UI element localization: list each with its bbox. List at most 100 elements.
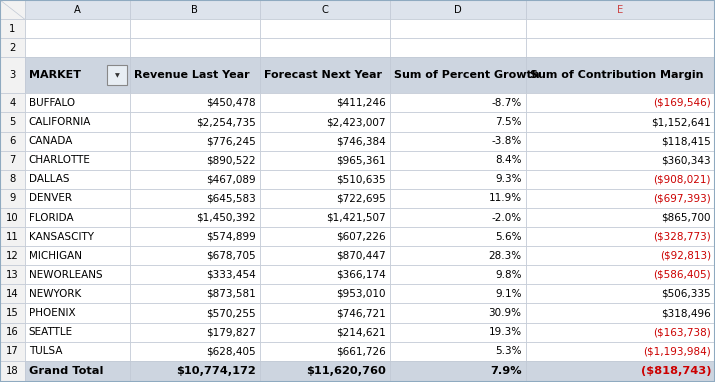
Text: Forecast Next Year: Forecast Next Year (264, 70, 382, 80)
Text: 5.6%: 5.6% (495, 231, 521, 242)
Text: 2: 2 (9, 43, 16, 53)
Text: 14: 14 (6, 289, 19, 299)
Text: ($92,813): ($92,813) (660, 251, 711, 261)
Text: $953,010: $953,010 (336, 289, 385, 299)
Bar (390, 322, 526, 342)
Bar (390, 151, 526, 170)
Text: 3: 3 (9, 70, 16, 80)
Bar (0, 303, 24, 322)
Bar (0, 265, 24, 284)
Text: 7.9%: 7.9% (490, 366, 521, 376)
Bar (130, 170, 260, 189)
Text: 17: 17 (6, 346, 19, 356)
Bar (0, 208, 24, 227)
Bar (390, 112, 526, 131)
Bar (130, 131, 260, 151)
Bar (130, 189, 260, 208)
Bar (0, 322, 24, 342)
Bar (390, 57, 526, 93)
Text: $467,089: $467,089 (206, 174, 256, 185)
Text: ($1,193,984): ($1,193,984) (644, 346, 711, 356)
Bar (130, 93, 260, 112)
Text: $333,454: $333,454 (206, 270, 256, 280)
Text: 9.1%: 9.1% (495, 289, 521, 299)
Bar (260, 246, 390, 265)
Text: $661,726: $661,726 (336, 346, 385, 356)
Text: $628,405: $628,405 (206, 346, 256, 356)
Text: FLORIDA: FLORIDA (29, 212, 73, 223)
Text: TULSA: TULSA (29, 346, 62, 356)
Bar (130, 227, 260, 246)
Bar (526, 19, 715, 38)
Bar (260, 265, 390, 284)
Bar (24, 170, 130, 189)
Bar (390, 0, 526, 19)
Bar (526, 38, 715, 57)
Bar (24, 112, 130, 131)
Text: ($163,738): ($163,738) (654, 327, 711, 337)
Bar (24, 284, 130, 303)
Bar (526, 93, 715, 112)
Text: $318,496: $318,496 (661, 308, 711, 318)
Text: MICHIGAN: MICHIGAN (29, 251, 82, 261)
Bar (24, 131, 130, 151)
Bar (390, 284, 526, 303)
Text: $865,700: $865,700 (661, 212, 711, 223)
Bar (260, 0, 390, 19)
Bar (24, 322, 130, 342)
Bar (526, 151, 715, 170)
Text: $506,335: $506,335 (661, 289, 711, 299)
Text: C: C (321, 5, 328, 15)
Text: 6: 6 (9, 136, 16, 146)
Text: NEWYORK: NEWYORK (29, 289, 81, 299)
Bar (0, 246, 24, 265)
Text: ($169,546): ($169,546) (654, 98, 711, 108)
Text: SEATTLE: SEATTLE (29, 327, 73, 337)
Text: $678,705: $678,705 (206, 251, 256, 261)
Bar (260, 303, 390, 322)
Text: $360,343: $360,343 (661, 155, 711, 165)
Bar (260, 93, 390, 112)
Bar (24, 0, 130, 19)
Bar (390, 93, 526, 112)
Bar (0, 57, 24, 93)
Bar (526, 265, 715, 284)
Text: CHARLOTTE: CHARLOTTE (29, 155, 90, 165)
Bar (260, 322, 390, 342)
Text: 12: 12 (6, 251, 19, 261)
Bar (130, 265, 260, 284)
Bar (526, 246, 715, 265)
Bar (24, 342, 130, 361)
Bar (0, 151, 24, 170)
Bar (260, 189, 390, 208)
Bar (24, 265, 130, 284)
Text: -8.7%: -8.7% (491, 98, 521, 108)
Bar (130, 246, 260, 265)
Text: NEWORLEANS: NEWORLEANS (29, 270, 102, 280)
Bar (526, 361, 715, 382)
Text: MARKET: MARKET (29, 70, 81, 80)
Bar (24, 19, 130, 38)
Text: ($697,393): ($697,393) (654, 193, 711, 204)
Bar (130, 361, 260, 382)
Text: $645,583: $645,583 (206, 193, 256, 204)
Bar (390, 361, 526, 382)
Text: $1,152,641: $1,152,641 (651, 117, 711, 127)
Text: $2,423,007: $2,423,007 (326, 117, 385, 127)
Text: CANADA: CANADA (29, 136, 73, 146)
Bar (390, 303, 526, 322)
Bar (260, 57, 390, 93)
Text: $1,421,507: $1,421,507 (326, 212, 385, 223)
Text: B: B (192, 5, 198, 15)
Text: $746,384: $746,384 (336, 136, 385, 146)
Text: $118,415: $118,415 (661, 136, 711, 146)
Bar (0, 342, 24, 361)
Bar (260, 227, 390, 246)
Bar (0, 284, 24, 303)
Bar (526, 0, 715, 19)
Bar (130, 19, 260, 38)
Bar (24, 93, 130, 112)
Bar (390, 208, 526, 227)
Bar (130, 151, 260, 170)
Bar (526, 322, 715, 342)
